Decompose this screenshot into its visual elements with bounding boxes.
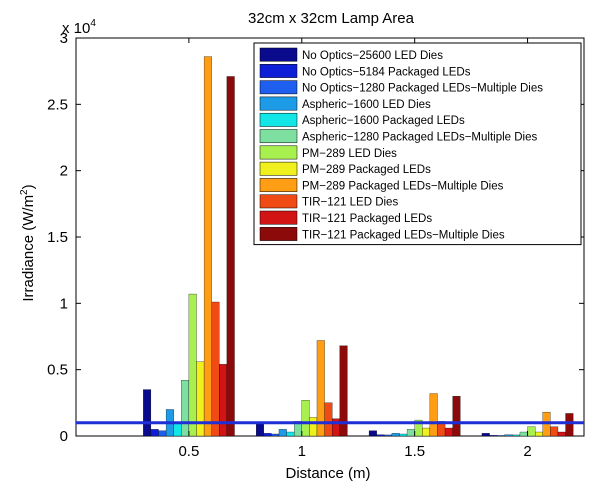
y-tick-label-4: 2 [60, 163, 68, 180]
legend-label-9: TIR−121 LED Dies [302, 197, 398, 209]
bar-1-7 [309, 417, 318, 437]
y-axis-label-close: ) [20, 184, 37, 189]
bar-3-4 [512, 434, 521, 437]
bar-0-1 [150, 429, 159, 437]
y-axis-label-main: Irradiance (W/m [20, 195, 37, 302]
y-tick-label-6: 3 [60, 30, 68, 47]
bar-0-9 [211, 301, 220, 437]
x-tick-label-2: 1.5 [404, 443, 425, 460]
legend-box [253, 42, 582, 246]
bar-0-8 [203, 56, 212, 437]
bar-3-5 [519, 431, 528, 437]
y-axis-label-superscript: 2 [19, 189, 30, 195]
legend-swatch-2 [259, 80, 298, 95]
bar-0-6 [188, 293, 197, 437]
y-multiplier-exponent: 4 [90, 18, 96, 29]
legend-swatch-10 [259, 210, 298, 225]
legend-label-1: No Optics−5184 Packaged LEDs [302, 66, 471, 78]
y-axis-label: Irradiance (W/m2) [19, 184, 37, 301]
bar-0-5 [181, 380, 190, 437]
bar-2-8 [429, 393, 438, 437]
bar-2-5 [406, 429, 415, 437]
x-tick-label-3: 2 [523, 443, 531, 460]
bar-0-11 [226, 76, 235, 437]
y-tick-label-2: 1 [60, 295, 68, 312]
legend-swatch-6 [259, 145, 298, 160]
legend-swatch-3 [259, 96, 298, 111]
legend-label-11: TIR−121 Packaged LEDs−Multiple Dies [302, 229, 505, 241]
bar-0-2 [158, 430, 167, 437]
bar-2-1 [376, 434, 385, 437]
legend-label-2: No Optics−1280 Packaged LEDs−Multiple Di… [302, 83, 543, 95]
legend-swatch-5 [259, 129, 298, 144]
bar-1-8 [316, 340, 325, 437]
bar-1-1 [263, 433, 272, 437]
bar-2-7 [422, 427, 431, 437]
x-tick-label-0: 0.5 [178, 443, 199, 460]
y-tick-label-3: 1.5 [47, 229, 68, 246]
bar-2-3 [391, 433, 400, 437]
x-axis-label: Distance (m) [285, 465, 370, 482]
bar-0-7 [196, 361, 205, 437]
legend-label-7: PM−289 Packaged LEDs [302, 164, 431, 176]
bar-1-6 [301, 400, 310, 437]
bar-3-9 [550, 426, 559, 437]
chart-title: 32cm x 32cm Lamp Area [248, 10, 415, 27]
bar-0-10 [219, 364, 228, 437]
bar-2-11 [452, 396, 461, 437]
bar-1-0 [256, 422, 264, 437]
bar-3-10 [557, 431, 566, 437]
legend-swatch-11 [259, 227, 298, 241]
legend-label-6: PM−289 LED Dies [302, 148, 397, 160]
bar-0-4 [173, 422, 182, 437]
bar-1-3 [278, 429, 287, 437]
y-multiplier-base: x 10 [62, 20, 90, 37]
bar-0-0 [143, 389, 152, 437]
legend-label-5: Aspheric−1280 Packaged LEDs−Multiple Die… [302, 132, 537, 144]
bar-3-7 [535, 431, 543, 437]
bar-1-2 [271, 433, 280, 437]
bar-1-9 [324, 402, 333, 437]
legend-label-10: TIR−121 Packaged LEDs [302, 213, 432, 225]
bar-3-11 [565, 413, 574, 437]
bar-3-6 [527, 426, 536, 437]
bar-3-0 [481, 433, 490, 437]
bar-2-0 [368, 430, 377, 437]
legend-label-8: PM−289 Packaged LEDs−Multiple Dies [302, 180, 504, 192]
legend: No Optics−25600 LED Dies No Optics−5184 P… [253, 42, 582, 246]
legend-swatch-9 [259, 194, 298, 209]
y-tick-label-5: 2.5 [47, 96, 68, 113]
bar-1-11 [339, 345, 348, 437]
bar-3-2 [497, 435, 505, 437]
legend-label-4: Aspheric−1600 Packaged LEDs [302, 115, 465, 127]
legend-label-0: No Optics−25600 LED Dies [302, 50, 443, 62]
bar-3-1 [489, 435, 498, 437]
legend-swatch-7 [259, 161, 298, 176]
y-tick-label-0: 0 [60, 428, 68, 445]
y-tick-label-1: 0.5 [47, 362, 68, 379]
bar-3-3 [504, 434, 513, 437]
legend-swatch-4 [259, 112, 298, 127]
legend-label-3: Aspheric−1600 LED Dies [302, 99, 431, 111]
bar-2-2 [384, 434, 393, 437]
x-tick-label-1: 1 [298, 443, 306, 460]
bar-2-10 [444, 427, 453, 437]
legend-swatch-0 [259, 47, 298, 62]
legend-swatch-1 [259, 64, 298, 78]
bar-1-4 [286, 431, 295, 437]
bar-2-4 [399, 433, 408, 437]
legend-swatch-8 [259, 178, 298, 192]
y-multiplier-label: x 104 [62, 18, 96, 37]
